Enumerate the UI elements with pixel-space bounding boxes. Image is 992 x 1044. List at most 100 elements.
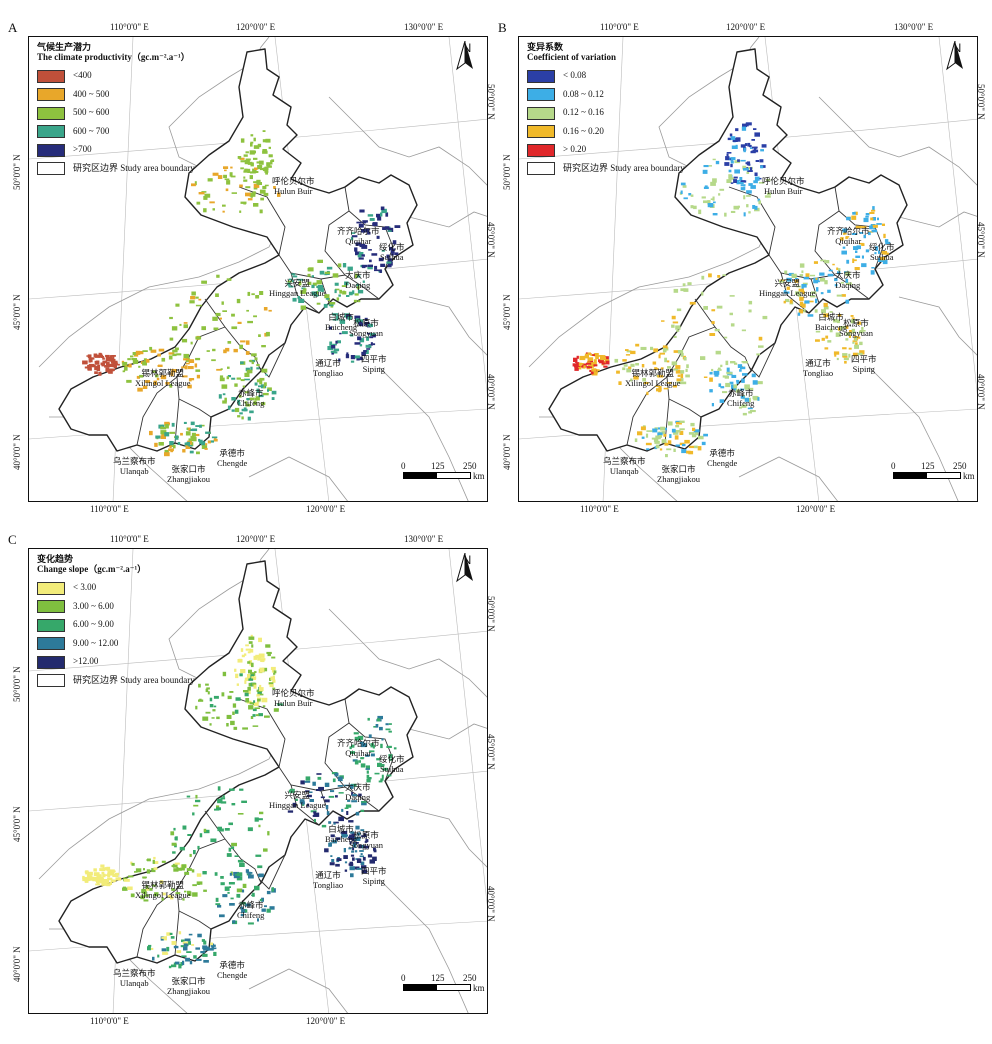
raster-cell xyxy=(744,143,748,146)
raster-cell xyxy=(784,291,790,294)
raster-cell xyxy=(359,344,363,347)
raster-cell xyxy=(143,868,145,871)
legend-title-en: The climate productivity（gc.m⁻².a⁻¹） xyxy=(37,51,190,62)
raster-cell xyxy=(202,945,208,950)
raster-cell xyxy=(752,380,758,385)
raster-cell xyxy=(803,308,806,313)
raster-cell xyxy=(238,401,241,406)
raster-cell xyxy=(874,252,877,255)
raster-cell xyxy=(209,723,212,726)
raster-cell xyxy=(359,855,364,858)
raster-cell xyxy=(171,941,177,945)
raster-cell xyxy=(245,158,251,161)
raster-cell xyxy=(735,137,741,142)
raster-cell xyxy=(343,848,346,853)
raster-cell xyxy=(735,128,739,132)
raster-cell xyxy=(642,377,646,382)
raster-cell xyxy=(234,668,237,672)
raster-cell xyxy=(711,309,716,312)
raster-cell xyxy=(824,347,829,350)
legend-swatch xyxy=(37,600,65,614)
raster-cell xyxy=(820,292,824,295)
raster-cell xyxy=(358,223,364,228)
panel-label: B xyxy=(498,20,507,35)
raster-cell xyxy=(356,867,363,870)
raster-cell xyxy=(861,326,864,330)
raster-cell xyxy=(367,231,371,235)
raster-cell xyxy=(241,889,245,893)
raster-cell xyxy=(749,144,752,148)
raster-cell xyxy=(848,353,851,358)
scale-label: 125 xyxy=(921,461,935,471)
raster-cell xyxy=(873,227,876,230)
raster-cell xyxy=(738,406,742,409)
raster-cell xyxy=(367,214,374,217)
raster-cell xyxy=(357,357,363,361)
raster-cell xyxy=(109,357,115,362)
raster-cell xyxy=(725,156,730,161)
raster-cell xyxy=(798,288,804,293)
raster-cell xyxy=(185,445,191,449)
raster-cell xyxy=(739,369,742,372)
raster-cell xyxy=(726,152,732,154)
raster-cell xyxy=(628,366,632,369)
raster-cell xyxy=(152,370,157,373)
raster-cell xyxy=(339,289,342,294)
raster-cell xyxy=(258,385,264,388)
raster-cell xyxy=(361,865,367,869)
raster-cell xyxy=(365,754,370,757)
raster-cell xyxy=(250,134,254,137)
raster-cell xyxy=(230,175,236,178)
raster-cell xyxy=(329,862,335,866)
raster-cell xyxy=(259,811,264,815)
raster-cell xyxy=(262,139,267,143)
raster-cell xyxy=(245,869,249,873)
legend-title-en: Change slope（gc.m⁻².a⁻¹） xyxy=(37,563,147,574)
legend-label: 9.00 ~ 12.00 xyxy=(73,637,119,648)
raster-cell xyxy=(661,320,665,322)
raster-cell xyxy=(248,871,251,876)
raster-cell xyxy=(201,326,206,331)
raster-cell xyxy=(154,442,158,447)
raster-cell xyxy=(258,687,264,691)
raster-cell xyxy=(93,872,100,877)
raster-cell xyxy=(654,367,658,370)
raster-cell xyxy=(230,720,235,726)
raster-cell xyxy=(309,799,314,802)
raster-cell xyxy=(202,871,207,875)
raster-cell xyxy=(590,365,594,369)
legend-item: 研究区边界 Study area boundary xyxy=(37,671,195,690)
raster-cell xyxy=(247,416,251,421)
raster-cell xyxy=(346,811,349,815)
raster-cell xyxy=(184,365,188,370)
raster-cell xyxy=(180,867,185,871)
north-arrow-icon xyxy=(456,553,473,583)
raster-cell xyxy=(269,677,272,681)
raster-cell xyxy=(217,175,223,179)
raster-cell xyxy=(199,833,203,838)
raster-cell xyxy=(881,223,885,226)
legend-item: 研究区边界 Study area boundary xyxy=(37,159,195,178)
raster-cell xyxy=(247,320,253,324)
raster-cell xyxy=(380,778,384,781)
raster-cell xyxy=(316,302,321,305)
raster-cell xyxy=(182,449,186,453)
raster-cell xyxy=(394,225,401,228)
raster-cell xyxy=(722,391,728,394)
raster-cell xyxy=(710,198,713,200)
raster-cell xyxy=(676,421,682,425)
raster-cell xyxy=(170,372,174,377)
raster-cell xyxy=(683,197,688,200)
raster-cell xyxy=(726,153,729,157)
raster-cell xyxy=(754,172,758,176)
raster-cell xyxy=(766,178,771,181)
raster-cell xyxy=(869,211,875,214)
scale-label: 0 xyxy=(401,973,406,983)
raster-cell xyxy=(387,230,392,232)
raster-cell xyxy=(681,449,687,454)
raster-cell xyxy=(373,847,376,851)
raster-cell xyxy=(380,212,383,217)
raster-cell xyxy=(832,263,835,266)
raster-cell xyxy=(855,211,858,216)
place-label-xilingol: 锡林郭勒盟 Xilingol League xyxy=(135,880,191,900)
